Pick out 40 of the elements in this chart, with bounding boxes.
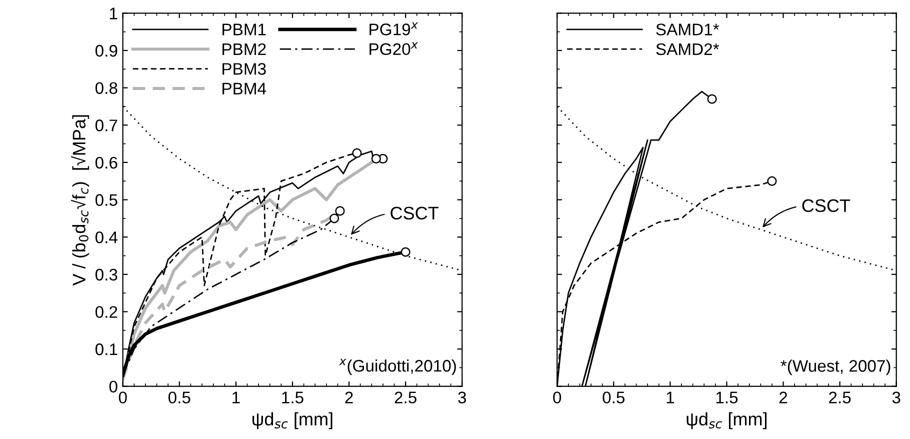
legend-label: PBM3 — [222, 63, 266, 75]
annotation: $^{x}$(Guidotti,2010) — [339, 358, 456, 376]
x-axis-title: ψd$_{sc}$ [mm] — [252, 412, 332, 430]
legend-label: PBM2 — [222, 43, 266, 55]
y-tick-label: 0.5 — [95, 194, 118, 206]
x-tick-label: 0.5 — [602, 392, 625, 404]
x-axis-title: ψd$_{sc}$ [mm] — [686, 412, 767, 430]
y-tick-label: 0.1 — [95, 343, 118, 356]
y-tick-label: 0.6 — [95, 156, 118, 169]
annotation: CSCT — [390, 206, 438, 220]
y-tick-label: 0.9 — [95, 44, 118, 57]
x-tick-label: 0 — [118, 392, 127, 404]
legend-label: PG19$^{x}$ — [370, 22, 418, 36]
x-tick-label: 2.5 — [394, 392, 416, 404]
annotation: *(Wuest, 2007) — [780, 360, 890, 376]
x-tick-label: 1 — [666, 392, 674, 404]
x-tick-label: 1.5 — [716, 392, 738, 404]
x-tick-label: 1.5 — [282, 392, 304, 404]
x-tick-label: 2 — [779, 392, 788, 404]
legend-label: SAMD2* — [656, 43, 720, 56]
x-tick-label: 3 — [892, 392, 900, 404]
x-tick-label: 0 — [553, 392, 562, 404]
legend-label: SAMD1* — [656, 24, 720, 36]
y-tick-label: 0.4 — [95, 231, 118, 244]
x-tick-label: 1 — [232, 392, 240, 404]
x-tick-label: 2.5 — [829, 392, 851, 404]
y-tick-label: 1 — [110, 8, 118, 20]
y-tick-label: 0 — [109, 380, 118, 393]
y-axis-title: V / (b$_{0}$d$_{sc}$√f$_{c}$) [√MPa] — [71, 115, 90, 286]
legend-label: PG20$^{x}$ — [370, 42, 418, 56]
y-tick-label: 0.2 — [95, 306, 118, 318]
annotation: CSCT — [802, 199, 850, 212]
legend-label: PBM4 — [222, 82, 266, 94]
y-tick-label: 0.8 — [95, 82, 118, 94]
x-tick-label: 3 — [458, 392, 466, 404]
y-tick-label: 0.7 — [95, 120, 118, 132]
x-tick-label: 2 — [345, 392, 353, 404]
legend-label: PBM1 — [222, 24, 266, 36]
y-tick-label: 0.3 — [95, 268, 118, 281]
x-tick-label: 0.5 — [168, 392, 190, 404]
